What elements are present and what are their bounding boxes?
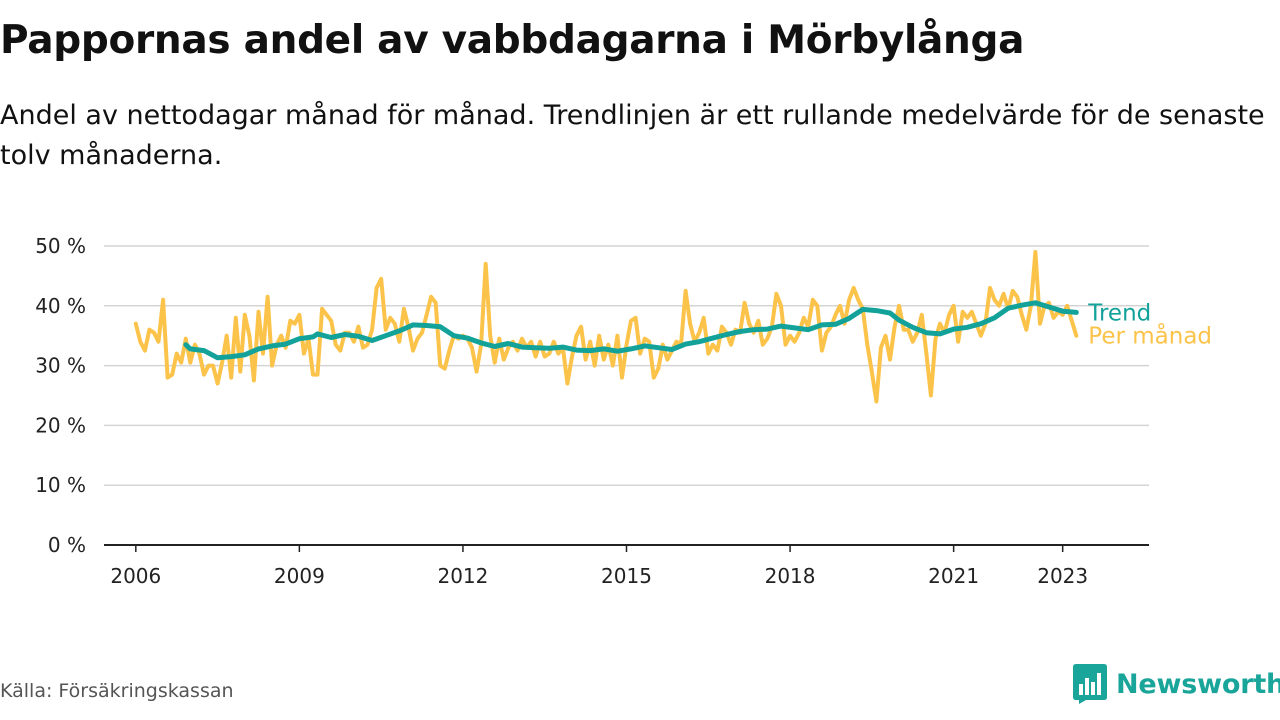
y-tick-label: 20 %	[35, 413, 86, 437]
series-label-trend: Trend	[1087, 300, 1151, 326]
x-tick-label: 2023	[1037, 564, 1088, 588]
source-note: Källa: Försäkringskassan	[0, 680, 234, 702]
series-label-monthly: Per månad	[1088, 321, 1212, 349]
x-tick-label: 2012	[437, 564, 488, 588]
x-tick-label: 2018	[765, 564, 816, 588]
series-line-monthly	[133, 250, 1079, 404]
brand-name: Newsworthy	[1116, 668, 1280, 700]
y-tick-label: 50 %	[35, 234, 86, 258]
series-line-trend	[183, 300, 1079, 361]
y-tick-label: 10 %	[35, 473, 86, 497]
y-tick-label: 30 %	[35, 354, 86, 378]
newsworthy-logo[interactable]: Newsworthy	[1073, 664, 1280, 704]
y-tick-label: 40 %	[35, 294, 86, 318]
x-tick-label: 2006	[110, 564, 161, 588]
chart-subtitle: Andel av nettodagar månad för månad. Tre…	[0, 100, 1265, 171]
y-tick-label: 0 %	[48, 533, 86, 557]
chart-title: Pappornas andel av vabbdagarna i Mörbylå…	[0, 18, 1025, 63]
x-tick-label: 2021	[928, 564, 979, 588]
x-tick-label: 2009	[274, 564, 325, 588]
x-tick-label: 2015	[601, 564, 652, 588]
newsworthy-logo-icon	[1073, 664, 1107, 704]
line-chart: 0 % 10 % 20 % 30 % 40 % 50 % 2006 2009 2012 2015 2…	[35, 234, 1212, 588]
